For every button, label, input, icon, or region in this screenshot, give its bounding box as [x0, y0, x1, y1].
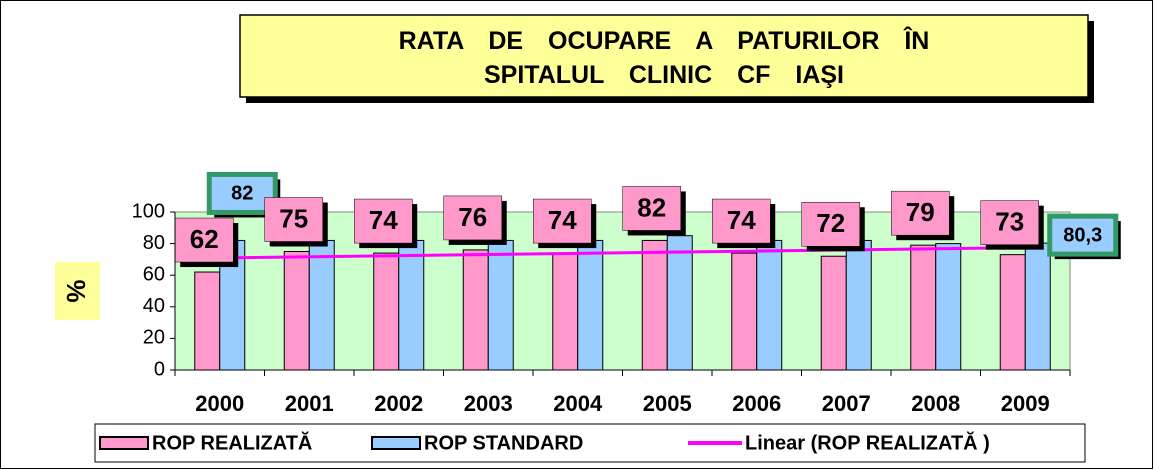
y-tick-label: 20	[143, 327, 165, 349]
data-label: 73	[995, 207, 1024, 237]
bar	[283, 251, 310, 371]
x-tick-label: 2008	[911, 391, 960, 416]
x-tick-label: 2009	[1001, 391, 1050, 416]
legend	[94, 423, 1086, 463]
label-box	[175, 217, 234, 263]
bar	[308, 239, 335, 371]
x-tick-label: 2000	[195, 391, 244, 416]
label-box	[354, 198, 413, 244]
x-tick-label: 2001	[285, 391, 334, 416]
legend-swatch	[99, 436, 149, 450]
bar	[731, 252, 758, 371]
bar	[666, 235, 693, 371]
bar	[487, 239, 514, 371]
y-tick-label: 40	[143, 295, 165, 317]
data-label: 82	[637, 192, 666, 222]
x-tick-label: 2007	[822, 391, 871, 416]
bar	[577, 239, 604, 371]
data-label: 76	[458, 202, 487, 232]
label-box	[980, 200, 1039, 245]
x-tick-label: 2005	[643, 391, 692, 416]
bar	[999, 254, 1026, 371]
bar	[194, 271, 221, 371]
trendline	[207, 246, 1013, 260]
label-box	[206, 171, 278, 215]
label-box	[1047, 213, 1119, 257]
legend-label: Linear (ROP REALIZATĂ )	[745, 431, 990, 454]
bar	[1024, 242, 1051, 371]
data-label: 62	[190, 224, 219, 254]
y-tick-label: 80	[143, 232, 165, 254]
data-label: 82	[231, 183, 253, 205]
x-tick-label: 2002	[374, 391, 423, 416]
label-box	[443, 195, 502, 241]
data-label: 72	[816, 208, 845, 238]
bar	[845, 239, 872, 371]
y-tick-label: 60	[143, 263, 165, 285]
label-box	[622, 186, 681, 231]
x-tick-label: 2006	[732, 391, 781, 416]
bar	[820, 255, 847, 371]
title-box	[239, 14, 1089, 98]
bar	[910, 244, 937, 371]
label-box	[712, 198, 771, 244]
bar	[398, 239, 425, 371]
data-label: 74	[727, 205, 756, 235]
x-tick-label: 2004	[553, 391, 603, 416]
bar	[462, 249, 489, 371]
label-box	[533, 198, 592, 244]
x-tick-label: 2003	[464, 391, 513, 416]
bar	[935, 243, 962, 371]
data-label: 80,3	[1063, 224, 1102, 246]
bar	[756, 239, 783, 371]
data-label: 74	[548, 205, 577, 235]
y-axis-label: %	[61, 279, 91, 302]
legend-swatch	[371, 436, 421, 450]
legend-label: ROP STANDARD	[424, 432, 583, 454]
y-label-box	[55, 262, 100, 320]
label-box	[264, 197, 323, 242]
data-label: 74	[369, 205, 398, 235]
bar	[552, 252, 579, 371]
bar	[373, 252, 400, 371]
y-tick-label: 0	[154, 358, 165, 380]
y-tick-label: 100	[132, 200, 165, 222]
data-label: 79	[906, 197, 935, 227]
legend-label: ROP REALIZATĂ	[152, 431, 312, 454]
bar	[641, 239, 668, 371]
label-box	[801, 201, 860, 247]
data-label: 75	[279, 203, 308, 233]
label-box	[891, 190, 950, 236]
chart-title: RATA DE OCUPARE A PATURILOR ÎN SPITALUL C…	[399, 25, 930, 89]
